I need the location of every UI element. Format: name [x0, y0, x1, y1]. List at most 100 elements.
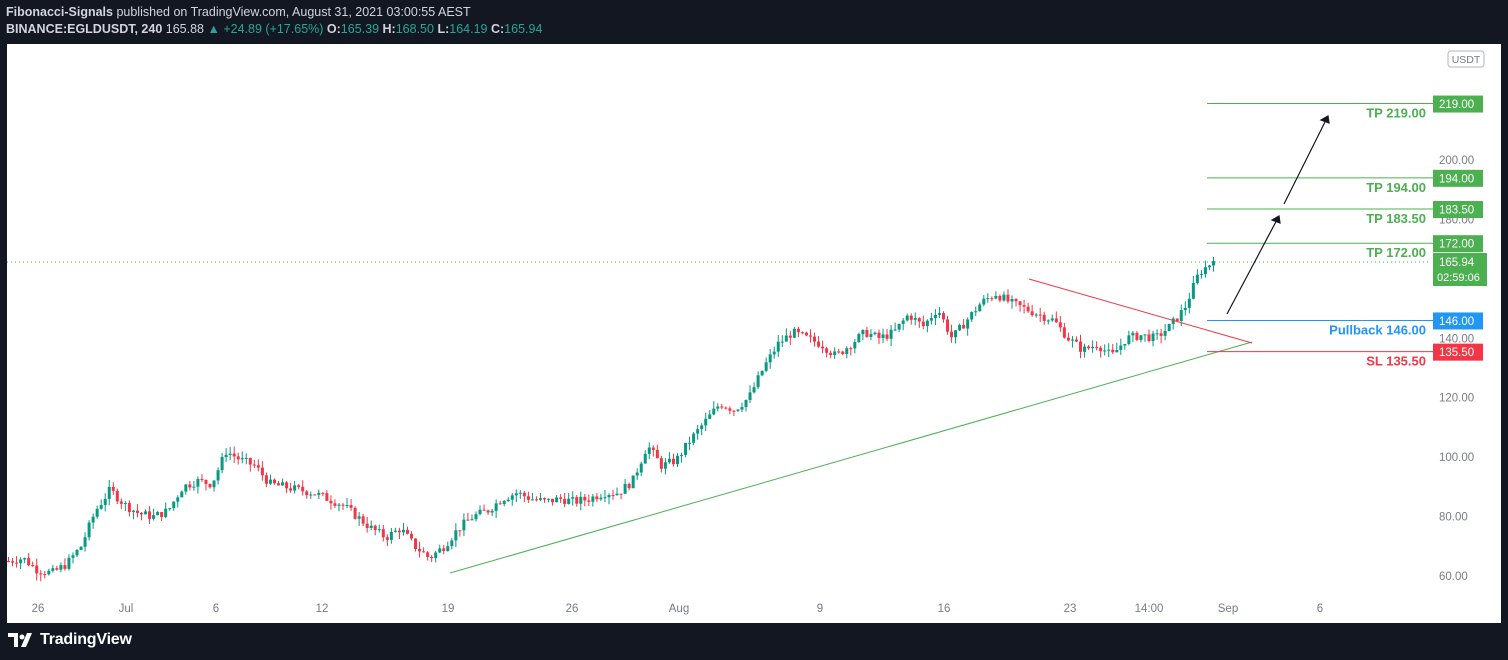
candle-body: [736, 409, 740, 411]
candle-body: [555, 497, 559, 503]
candle-body: [1014, 298, 1018, 302]
candle-body: [571, 497, 575, 499]
candle-body: [301, 486, 305, 492]
candle-body: [1115, 350, 1119, 353]
close-value: 165.94: [504, 22, 543, 36]
candle-body: [43, 574, 47, 576]
level-label: TP 219.00: [1366, 106, 1426, 121]
candle-body: [87, 522, 91, 538]
candle-body: [599, 497, 603, 500]
candle-body: [377, 529, 381, 531]
candle-body: [393, 530, 397, 532]
candle-body: [434, 552, 438, 559]
time-axis-tick: Aug: [669, 603, 689, 615]
candle-body: [1042, 314, 1046, 321]
candle-body: [861, 329, 865, 335]
candle-body: [1103, 350, 1107, 352]
candle-body: [808, 335, 812, 337]
candle-body: [877, 332, 881, 338]
candle-body: [361, 516, 365, 524]
candle-body: [1203, 267, 1207, 275]
candle-body: [184, 484, 188, 492]
candle-body: [708, 414, 712, 419]
close-label: C:: [490, 22, 505, 36]
candle-body: [655, 449, 659, 459]
candle-body: [873, 332, 877, 335]
candle-body: [458, 530, 462, 532]
chart-area[interactable]: TP 219.00 TP 194.00 TP 183.50 TP 172.00 Pull…: [7, 44, 1501, 623]
candle-body: [67, 557, 71, 569]
price-chart[interactable]: TP 219.00 TP 194.00 TP 183.50 TP 172.00 Pull…: [7, 44, 1501, 623]
candle-body: [998, 295, 1002, 301]
candle-body: [796, 328, 800, 333]
candle-body: [123, 503, 127, 505]
candle-body: [293, 485, 297, 491]
level-axis-value: 135.50: [1439, 347, 1474, 359]
candle-body: [929, 318, 933, 321]
candle-body: [575, 497, 579, 504]
candle-body: [224, 454, 228, 457]
candle-body: [228, 453, 232, 455]
candle-body: [700, 425, 704, 430]
candle-body: [841, 351, 845, 354]
candle-body: [813, 336, 817, 342]
candle-body: [264, 475, 268, 484]
candle-body: [506, 499, 510, 502]
candle-body: [200, 478, 204, 480]
candle-body: [829, 352, 833, 356]
candle-body: [442, 548, 446, 551]
time-axis-tick: 9: [817, 603, 823, 615]
candle-body: [547, 498, 551, 500]
price-axis-tick: 60.00: [1439, 571, 1468, 583]
candle-body: [551, 498, 555, 503]
symbol-name[interactable]: BINANCE:EGLDUSDT, 240: [6, 22, 163, 36]
candle-body: [1026, 306, 1030, 312]
price-axis-tick: 120.00: [1439, 393, 1474, 405]
candle-body: [804, 332, 808, 336]
candle-body: [1030, 311, 1034, 316]
low-value: 164.19: [449, 22, 488, 36]
candle-body: [780, 341, 784, 343]
candle-body: [220, 456, 224, 471]
candle-body: [909, 315, 913, 320]
candle-body: [1054, 318, 1058, 323]
candle-body: [208, 483, 212, 488]
price-axis-tick: 80.00: [1439, 512, 1468, 524]
candle-body: [704, 418, 708, 426]
candle-body: [450, 540, 454, 547]
candle-body: [321, 492, 325, 494]
candle-body: [768, 354, 772, 363]
candle-body: [1038, 314, 1042, 316]
candle-body: [236, 456, 240, 460]
candle-body: [289, 488, 293, 491]
candle-body: [579, 496, 583, 504]
tradingview-logo[interactable]: TradingView: [8, 631, 132, 649]
candle-body: [659, 458, 663, 469]
candle-body: [1159, 333, 1163, 336]
level-label: SL 135.50: [1366, 354, 1426, 369]
candle-body: [1091, 346, 1095, 349]
candle-body: [373, 525, 377, 531]
candle-body: [692, 433, 696, 443]
candle-body: [1107, 349, 1111, 351]
candle-body: [1099, 347, 1103, 352]
candle-body: [696, 429, 700, 434]
price-axis-tick: 140.00: [1439, 333, 1474, 345]
candle-body: [712, 408, 716, 415]
chart-header: Fibonacci-Signals published on TradingVi…: [0, 0, 1508, 44]
candle-body: [962, 324, 966, 329]
candle-body: [95, 508, 99, 517]
candle-body: [514, 493, 518, 496]
candle-body: [277, 483, 281, 486]
candle-body: [139, 512, 143, 515]
author-name[interactable]: Fibonacci-Signals: [6, 5, 113, 19]
candle-body: [756, 375, 760, 388]
candle-body: [349, 505, 353, 508]
symbol-legend: BINANCE:EGLDUSDT, 240 165.88 ▲ +24.89 (+…: [6, 22, 542, 36]
arrow-head-2: [1319, 115, 1330, 124]
price-change: +24.89 (+17.65%): [223, 22, 324, 36]
level-axis-tag: [1433, 235, 1483, 253]
candle-body: [663, 462, 667, 469]
candle-body: [792, 328, 796, 338]
